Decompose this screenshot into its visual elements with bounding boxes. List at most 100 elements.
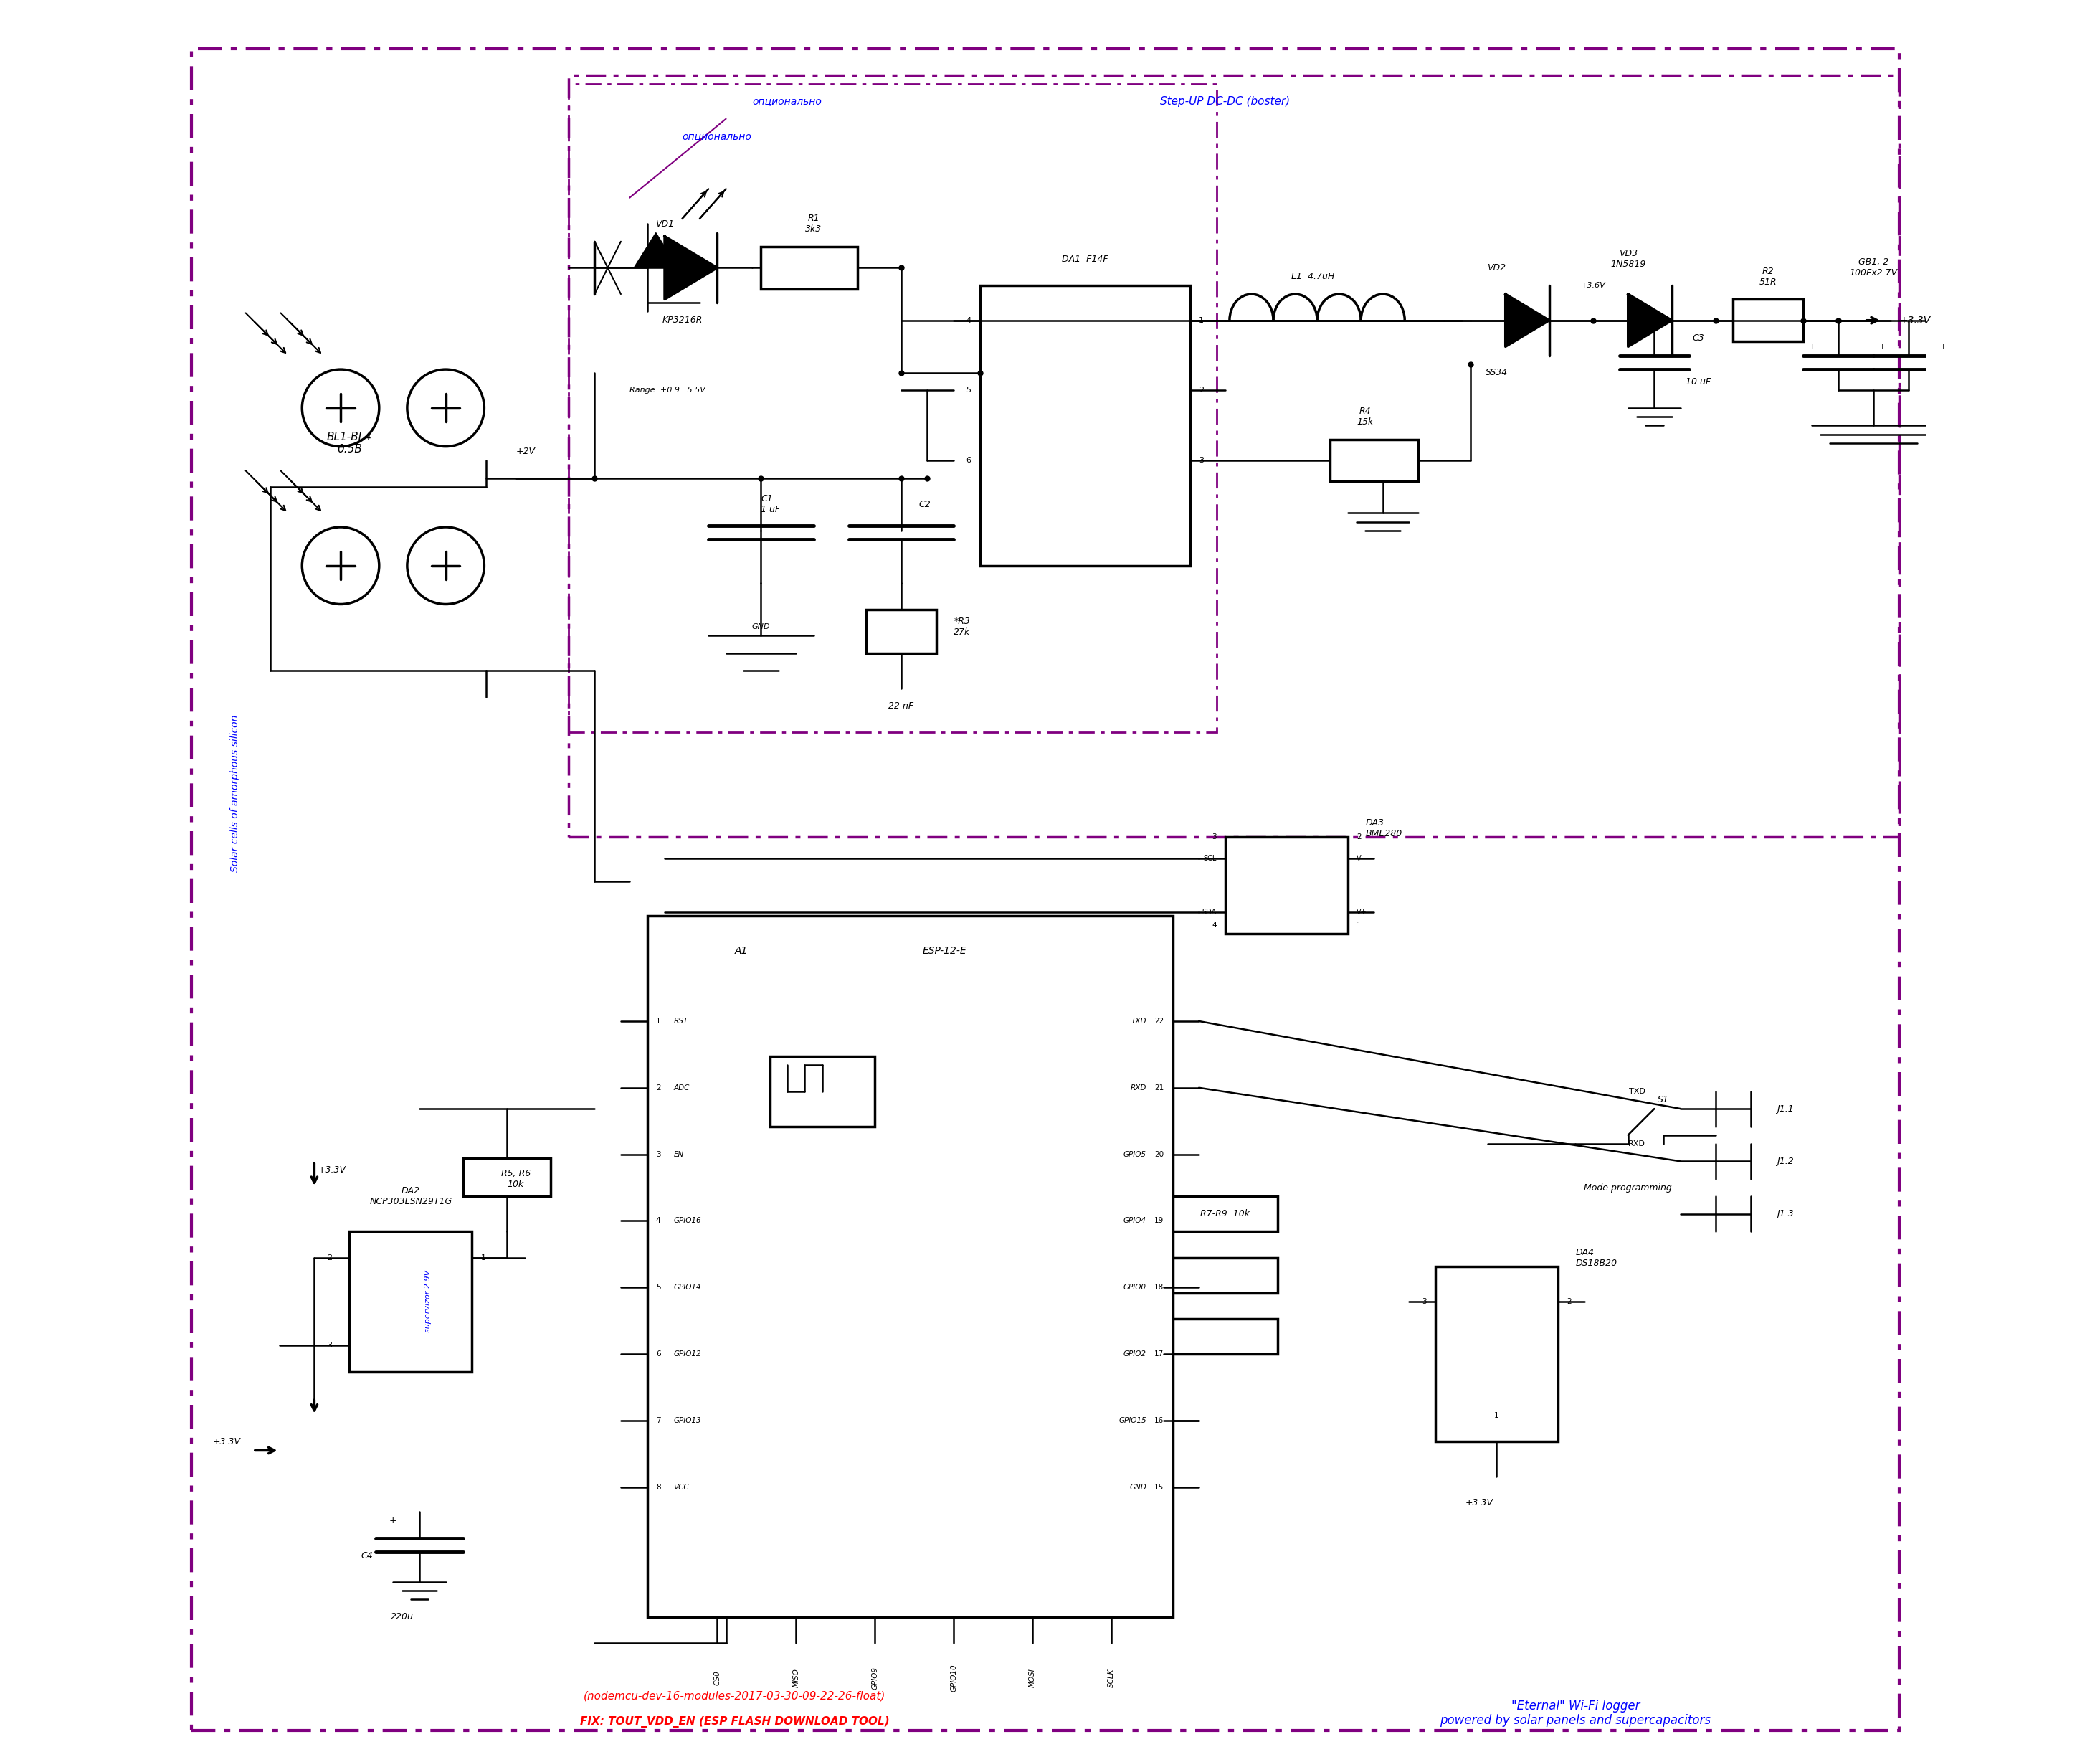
Text: 6: 6: [966, 456, 970, 463]
Text: 3: 3: [655, 1151, 662, 1158]
Bar: [1732, 300, 1804, 342]
Text: TXD: TXD: [1132, 1018, 1147, 1025]
Text: +3.3V: +3.3V: [1900, 315, 1930, 326]
Text: 2: 2: [328, 1255, 332, 1262]
Bar: [1172, 1258, 1277, 1293]
Text: SCLK: SCLK: [1107, 1669, 1115, 1688]
Text: +: +: [1940, 344, 1947, 351]
Text: RST: RST: [674, 1018, 689, 1025]
Text: ADC: ADC: [674, 1084, 689, 1091]
Bar: [865, 610, 937, 654]
Text: 4: 4: [1212, 922, 1216, 929]
Polygon shape: [664, 236, 718, 300]
Text: 5: 5: [966, 388, 970, 395]
Text: CS0: CS0: [714, 1670, 720, 1686]
Bar: [760, 247, 857, 289]
Text: *R3
27k: *R3 27k: [953, 617, 970, 638]
Text: R7-R9  10k: R7-R9 10k: [1201, 1209, 1250, 1219]
Text: J1.3: J1.3: [1777, 1209, 1793, 1219]
Polygon shape: [1628, 294, 1672, 347]
Text: GPIO9: GPIO9: [872, 1667, 878, 1690]
Text: Range: +0.9...5.5V: Range: +0.9...5.5V: [630, 388, 706, 395]
Text: GPIO2: GPIO2: [1124, 1350, 1147, 1359]
Text: DA4
DS18B20: DA4 DS18B20: [1575, 1247, 1617, 1267]
Text: VD3
1N5819: VD3 1N5819: [1611, 248, 1646, 270]
Text: Mode programming: Mode programming: [1583, 1182, 1672, 1193]
Text: 1: 1: [1357, 922, 1361, 929]
Text: 20: 20: [1155, 1151, 1163, 1158]
Text: ESP-12-E: ESP-12-E: [922, 946, 966, 957]
Text: +3.3V: +3.3V: [212, 1438, 242, 1447]
Text: MISO: MISO: [792, 1669, 800, 1688]
Text: 22: 22: [1155, 1018, 1163, 1025]
Text: 3: 3: [1422, 1299, 1426, 1306]
Bar: [1224, 837, 1348, 934]
Text: J1.1: J1.1: [1777, 1105, 1793, 1114]
Text: BL1-BL4
0.5B: BL1-BL4 0.5B: [328, 432, 372, 455]
Text: V+: V+: [1357, 909, 1367, 916]
Text: опционально: опционально: [752, 97, 821, 106]
Text: V-: V-: [1357, 855, 1363, 862]
Text: DA3
BME280: DA3 BME280: [1365, 818, 1403, 839]
Text: 5: 5: [655, 1284, 662, 1292]
Text: 220u: 220u: [391, 1612, 414, 1621]
Text: DA2
NCP303LSN29T1G: DA2 NCP303LSN29T1G: [370, 1186, 452, 1207]
Text: R5, R6
10k: R5, R6 10k: [502, 1168, 531, 1189]
Text: 4: 4: [966, 317, 970, 324]
Text: R2
51R: R2 51R: [1760, 266, 1777, 287]
Text: +3.3V: +3.3V: [1466, 1498, 1493, 1508]
Text: GPIO14: GPIO14: [674, 1284, 701, 1292]
Bar: [981, 285, 1191, 566]
Text: 3: 3: [1199, 456, 1203, 463]
Text: TXD: TXD: [1630, 1087, 1646, 1094]
Text: GPIO12: GPIO12: [674, 1350, 701, 1359]
Text: VD2: VD2: [1487, 263, 1506, 273]
Text: GPIO0: GPIO0: [1124, 1284, 1147, 1292]
Text: A1: A1: [735, 946, 748, 957]
Text: GPIO16: GPIO16: [674, 1218, 701, 1225]
Bar: [771, 1055, 876, 1126]
Text: RXD: RXD: [1628, 1140, 1646, 1147]
Text: 22 nF: 22 nF: [888, 701, 914, 710]
Bar: [1172, 1320, 1277, 1353]
Text: FIX: TOUT_VDD_EN (ESP FLASH DOWNLOAD TOOL): FIX: TOUT_VDD_EN (ESP FLASH DOWNLOAD TOO…: [580, 1716, 890, 1729]
Text: GPIO4: GPIO4: [1124, 1218, 1147, 1225]
Text: SDA: SDA: [1201, 909, 1216, 916]
Text: 2: 2: [1199, 388, 1203, 395]
Text: 19: 19: [1155, 1218, 1163, 1225]
Bar: [1172, 1196, 1277, 1232]
Bar: [569, 85, 1216, 731]
Text: Step-UP DC-DC (boster): Step-UP DC-DC (boster): [1159, 95, 1289, 107]
Text: +: +: [1808, 344, 1814, 351]
Text: "Eternal" Wi-Fi logger
powered by solar panels and supercapacitors: "Eternal" Wi-Fi logger powered by solar …: [1441, 1699, 1712, 1727]
Polygon shape: [1506, 294, 1550, 347]
Text: EN: EN: [674, 1151, 685, 1158]
Text: 3: 3: [1212, 833, 1216, 840]
Bar: [647, 916, 1172, 1618]
Text: опционально: опционально: [683, 132, 752, 141]
Text: 8: 8: [655, 1484, 662, 1491]
Text: R4
15k: R4 15k: [1357, 407, 1373, 426]
Text: 2: 2: [655, 1084, 662, 1091]
Bar: [349, 1232, 472, 1371]
Text: +: +: [389, 1515, 397, 1526]
Text: KP3216R: KP3216R: [662, 315, 701, 324]
Text: VCC: VCC: [674, 1484, 689, 1491]
Text: 15: 15: [1155, 1484, 1163, 1491]
Text: GPIO5: GPIO5: [1124, 1151, 1147, 1158]
Text: 18: 18: [1155, 1284, 1163, 1292]
Text: GPIO13: GPIO13: [674, 1417, 701, 1424]
Text: 1: 1: [1495, 1411, 1499, 1418]
Text: SS34: SS34: [1485, 368, 1508, 377]
Bar: [569, 76, 1900, 837]
Text: GND: GND: [752, 624, 771, 631]
Text: 2: 2: [1357, 833, 1361, 840]
Text: R1
3k3: R1 3k3: [804, 213, 821, 234]
Text: GND: GND: [1130, 1484, 1147, 1491]
Text: DA1  F14F: DA1 F14F: [1063, 254, 1109, 264]
Text: SCL: SCL: [1203, 855, 1216, 862]
Text: 1: 1: [1199, 317, 1203, 324]
Text: C3: C3: [1693, 333, 1703, 342]
Text: supervizor 2.9V: supervizor 2.9V: [424, 1270, 433, 1332]
Text: C4: C4: [361, 1551, 374, 1559]
